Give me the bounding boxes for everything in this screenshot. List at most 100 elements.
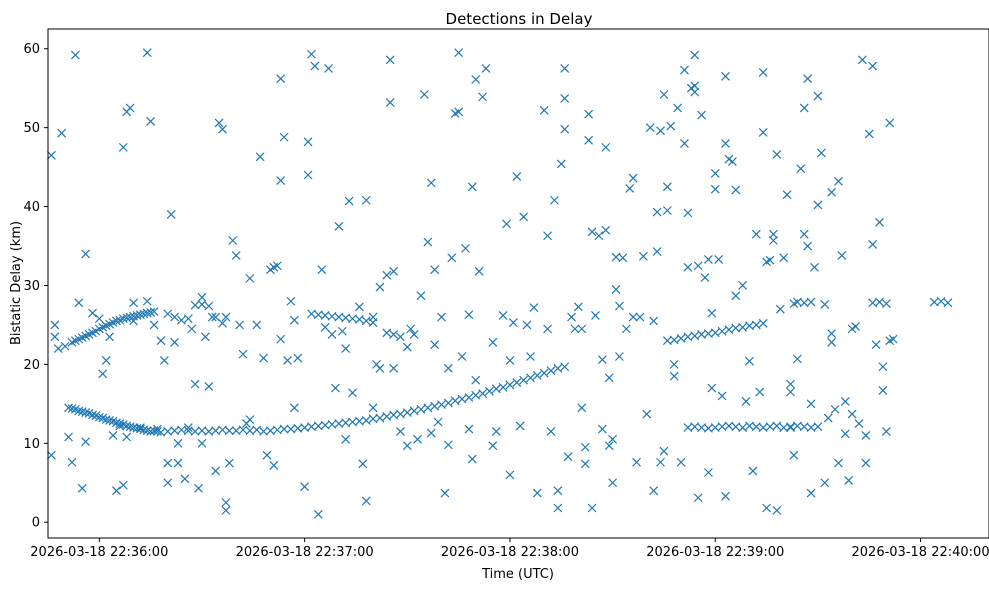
data-point [731,291,741,301]
data-point [751,229,761,239]
data-point [772,421,782,431]
data-point [224,458,234,468]
data-point [149,320,159,330]
data-point [430,265,440,275]
data-point [669,359,679,369]
data-point [806,297,816,307]
data-point [615,352,624,361]
data-point [676,457,686,467]
data-point [526,352,535,361]
data-point [638,251,648,261]
data-point [187,324,197,334]
data-point [409,406,419,416]
data-point [60,341,70,351]
data-point [786,387,795,397]
data-point [615,301,624,311]
data-point [690,50,700,60]
data-point [341,434,351,444]
data-point [163,478,173,488]
data-point [782,190,792,200]
data-point [710,168,720,178]
data-point [129,316,138,326]
data-point [218,124,227,134]
data-point [868,240,878,249]
data-point [683,208,693,218]
data-point [721,139,730,148]
data-point [881,299,891,309]
data-point [505,470,515,480]
data-point [238,349,248,359]
data-point [772,150,782,159]
data-point [46,450,56,460]
data-point [758,318,768,328]
data-point [714,255,724,264]
data-point [272,261,282,271]
data-point [871,340,881,350]
data-point [550,195,559,205]
data-point [135,423,145,432]
data-point [132,423,142,433]
data-point [834,458,843,468]
data-point [820,299,830,309]
data-point [703,468,713,477]
data-point [488,441,498,451]
data-point [173,438,183,448]
data-point [259,353,268,363]
data-point [218,318,227,328]
data-point [163,458,173,468]
data-point [276,334,286,344]
data-point [519,212,529,222]
data-point [587,503,597,513]
data-point [608,434,618,444]
data-point [50,320,60,330]
data-point [443,363,453,373]
data-point [426,428,436,438]
data-point [115,419,125,428]
data-point [115,421,125,431]
data-point [142,296,152,306]
data-point [693,261,703,271]
data-point [153,427,162,436]
data-point [803,241,813,251]
data-point [361,316,371,326]
data-point [700,273,710,283]
data-point [53,344,63,354]
y-tick-label: 30 [23,279,40,294]
data-point [649,316,659,326]
data-point [310,61,320,71]
data-point [857,55,867,65]
y-tick-label: 50 [23,121,40,136]
data-point [327,329,337,339]
y-tick-label: 20 [23,358,40,373]
data-point [799,103,809,113]
data-point [580,459,590,469]
data-point [354,314,364,324]
data-point [539,105,549,115]
data-point [751,320,761,330]
data-point [303,137,313,147]
data-point [769,229,778,239]
data-point [690,331,700,341]
data-point [101,356,111,365]
data-point [447,253,457,263]
data-point [868,61,878,71]
data-point [834,176,843,186]
data-point [885,118,895,128]
data-point [221,505,231,515]
data-point [662,182,672,192]
data-point [423,237,433,247]
data-point [437,312,446,322]
data-point [577,403,587,413]
data-point [132,311,142,320]
data-point [652,207,662,217]
data-point [153,424,162,434]
data-point [659,446,669,456]
data-point [283,356,292,365]
data-point [81,249,91,259]
axis-ticks: 2026-03-18 22:36:00 2026-03-18 22:37:00 20… [23,42,989,560]
data-point [632,457,641,467]
data-point [481,64,491,73]
data-point [878,386,888,395]
x-tick-label: 2026-03-18 22:36:00 [30,545,168,560]
